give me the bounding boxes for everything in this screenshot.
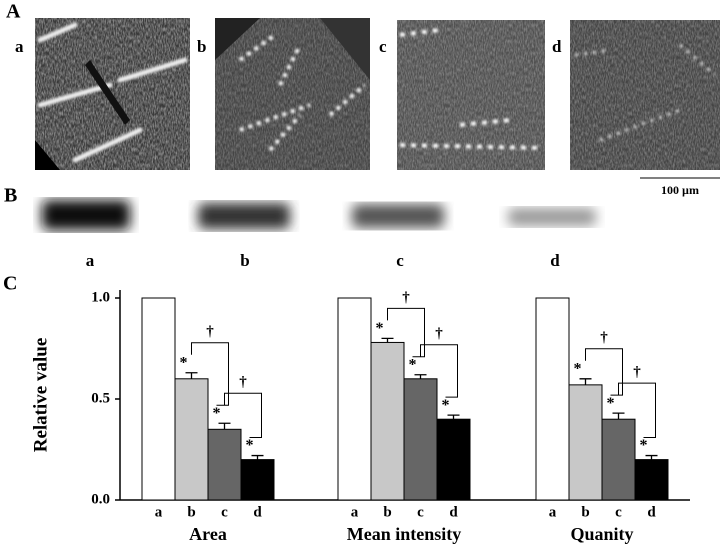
- lane-label: c: [396, 251, 404, 270]
- error-bar: [579, 378, 592, 385]
- y-axis-label: Relative value: [30, 338, 51, 453]
- bar: [174, 378, 209, 501]
- significance-mark: *: [180, 354, 188, 371]
- bar: [436, 418, 471, 501]
- x-tick-label: d: [449, 504, 458, 520]
- bar: [634, 459, 669, 501]
- y-tick-label: 0.0: [91, 491, 110, 507]
- band: [352, 204, 444, 228]
- band: [198, 203, 290, 229]
- image-label: a: [15, 37, 24, 56]
- bar: [337, 297, 372, 501]
- micrographs: a b c d 100 µm: [15, 18, 720, 197]
- comparison-mark: †: [239, 375, 247, 391]
- bar: [601, 418, 636, 501]
- image-label: d: [552, 37, 562, 56]
- y-tick-label: 0.5: [91, 390, 110, 406]
- significance-mark: *: [376, 320, 384, 337]
- group-label: Mean intensity: [347, 524, 462, 544]
- panel-label: C: [3, 273, 17, 295]
- bar: [403, 378, 438, 501]
- significance-mark: *: [213, 405, 221, 422]
- lane-label: a: [86, 251, 95, 270]
- x-tick-label: d: [253, 504, 262, 520]
- error-bar: [414, 374, 427, 379]
- significance-mark: *: [640, 437, 648, 454]
- bar: [240, 459, 275, 501]
- group-label: Area: [189, 524, 227, 544]
- x-tick-label: d: [647, 504, 656, 520]
- scale-label: 100 µm: [661, 183, 699, 197]
- x-tick-label: c: [417, 504, 424, 520]
- x-tick-label: a: [351, 504, 359, 520]
- band: [508, 208, 596, 226]
- panel-label: A: [6, 1, 21, 23]
- lane-label: d: [550, 251, 560, 270]
- comparison-mark: †: [633, 365, 641, 381]
- x-tick-label: c: [221, 504, 228, 520]
- band: [42, 200, 130, 230]
- bar: [370, 341, 405, 501]
- significance-mark: *: [409, 356, 417, 373]
- bar: [568, 384, 603, 501]
- blot: a b c d: [30, 185, 610, 270]
- bracket: [420, 344, 458, 398]
- x-tick-label: b: [187, 504, 195, 520]
- comparison-mark: †: [600, 330, 608, 346]
- y-tick-label: 1.0: [91, 289, 110, 305]
- error-bar: [218, 422, 231, 430]
- error-bar: [645, 454, 658, 460]
- comparison-mark: †: [435, 326, 443, 342]
- error-bar: [612, 412, 625, 420]
- error-bar: [251, 454, 264, 460]
- bracket: [224, 392, 262, 439]
- lane-label: b: [240, 251, 249, 270]
- significance-mark: *: [574, 360, 582, 377]
- bar: [141, 297, 176, 501]
- significance-mark: *: [246, 437, 254, 454]
- error-bar: [381, 337, 394, 343]
- x-tick-label: b: [581, 504, 589, 520]
- image-label: c: [379, 37, 387, 56]
- error-bar: [447, 414, 460, 420]
- bar: [535, 297, 570, 501]
- panel-label: B: [4, 185, 17, 207]
- significance-mark: *: [607, 395, 615, 412]
- bar: [207, 428, 242, 501]
- x-tick-label: a: [155, 504, 163, 520]
- error-bar: [185, 372, 198, 379]
- image-label: b: [197, 37, 206, 56]
- x-tick-label: c: [615, 504, 622, 520]
- significance-mark: *: [442, 397, 450, 414]
- x-tick-label: b: [383, 504, 391, 520]
- texture: [570, 20, 720, 170]
- x-tick-label: a: [549, 504, 557, 520]
- group-label: Quanity: [570, 524, 633, 544]
- bracket: [618, 382, 656, 439]
- comparison-mark: †: [206, 324, 214, 340]
- comparison-mark: †: [402, 290, 410, 306]
